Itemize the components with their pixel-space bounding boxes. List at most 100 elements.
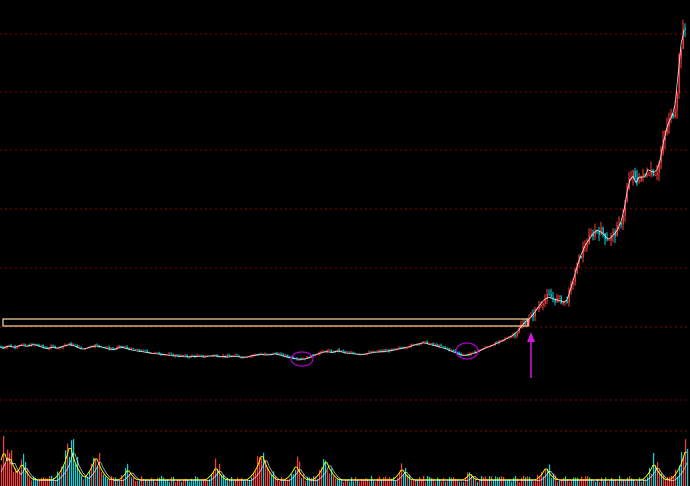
candle — [326, 350, 328, 352]
volume-bar — [461, 481, 463, 486]
volume-bar — [107, 478, 109, 486]
candle — [454, 350, 456, 352]
low-ellipse-1[interactable] — [290, 351, 314, 367]
volume-bar — [93, 457, 95, 486]
volume-bar — [137, 481, 139, 486]
candle — [10, 345, 12, 347]
volume-bar — [221, 474, 223, 486]
volume-bar — [205, 478, 207, 486]
candle — [2, 346, 4, 349]
candle — [20, 344, 22, 346]
candle — [346, 352, 348, 353]
candle — [600, 227, 602, 235]
volume-bar — [473, 478, 475, 486]
volume-bar — [339, 478, 341, 486]
volume-bar — [97, 466, 99, 486]
candle — [576, 262, 578, 274]
breakout-arrow-icon[interactable] — [527, 332, 535, 342]
candle — [516, 332, 518, 336]
volume-bar — [197, 477, 199, 486]
volume-bar — [95, 459, 97, 486]
volume-bar — [271, 474, 273, 486]
volume-bar — [657, 462, 659, 486]
candle — [172, 353, 174, 357]
volume-bar — [109, 479, 111, 486]
candle — [566, 300, 568, 303]
volume-bar — [355, 477, 357, 486]
volume-bar — [665, 478, 667, 486]
base-box[interactable] — [2, 318, 529, 327]
volume-bar — [637, 480, 639, 486]
volume-bar — [317, 478, 319, 486]
candle — [684, 27, 686, 30]
candle — [548, 293, 550, 295]
candle — [76, 344, 78, 348]
low-ellipse-2[interactable] — [455, 342, 479, 360]
candle — [538, 306, 540, 309]
candle — [532, 314, 534, 317]
candle — [376, 351, 378, 353]
volume-bar — [621, 478, 623, 486]
volume-bar — [267, 466, 269, 486]
volume-bar — [397, 477, 399, 486]
volume-bar — [593, 480, 595, 486]
candle — [86, 348, 88, 349]
volume-bar — [599, 481, 601, 486]
volume-bar — [291, 474, 293, 486]
volume-bar — [635, 481, 637, 486]
candle — [226, 355, 228, 357]
volume-bar — [255, 471, 257, 486]
volume-bar — [13, 472, 15, 486]
volume-bar — [567, 479, 569, 486]
candle — [162, 354, 164, 356]
candle — [186, 355, 188, 357]
candle — [80, 346, 82, 349]
volume-bar — [383, 477, 385, 486]
candle — [678, 59, 680, 94]
candle — [406, 347, 408, 349]
volume-bar — [177, 479, 179, 486]
volume-bar — [273, 471, 275, 486]
volume-bar — [527, 476, 529, 486]
volume-bar — [159, 477, 161, 486]
volume-bar — [45, 478, 47, 486]
volume-bar — [91, 463, 93, 486]
volume-bar — [357, 479, 359, 486]
candle — [284, 355, 286, 356]
candle — [330, 350, 332, 353]
volume-bar — [83, 479, 85, 486]
volume-bar — [633, 479, 635, 486]
volume-bar — [209, 479, 211, 486]
volume-bar — [223, 475, 225, 486]
volume-bar — [421, 479, 423, 486]
volume-bar — [235, 479, 237, 486]
volume-bar — [279, 480, 281, 486]
volume-bar — [387, 478, 389, 486]
volume-bar — [111, 475, 113, 486]
candle — [488, 346, 490, 348]
volume-bar — [187, 480, 189, 486]
volume-bar — [125, 467, 127, 486]
volume-bar — [315, 476, 317, 486]
volume-bar — [225, 479, 227, 486]
volume-bar — [193, 480, 195, 486]
volume-bar — [631, 478, 633, 486]
volume-bar — [503, 476, 505, 486]
candle — [646, 174, 648, 176]
volume-bar — [127, 463, 129, 486]
volume-bar — [59, 474, 61, 486]
candle — [98, 345, 100, 347]
volume-ma-line — [0, 447, 687, 481]
candle — [458, 352, 460, 355]
volume-bar — [303, 473, 305, 486]
volume-bar — [241, 477, 243, 486]
candle — [674, 110, 676, 118]
volume-bar — [297, 456, 299, 486]
candle — [106, 347, 108, 348]
candle — [184, 355, 186, 356]
candle — [4, 347, 6, 349]
candle — [222, 355, 224, 357]
candle — [606, 239, 608, 241]
volume-bar — [253, 473, 255, 486]
